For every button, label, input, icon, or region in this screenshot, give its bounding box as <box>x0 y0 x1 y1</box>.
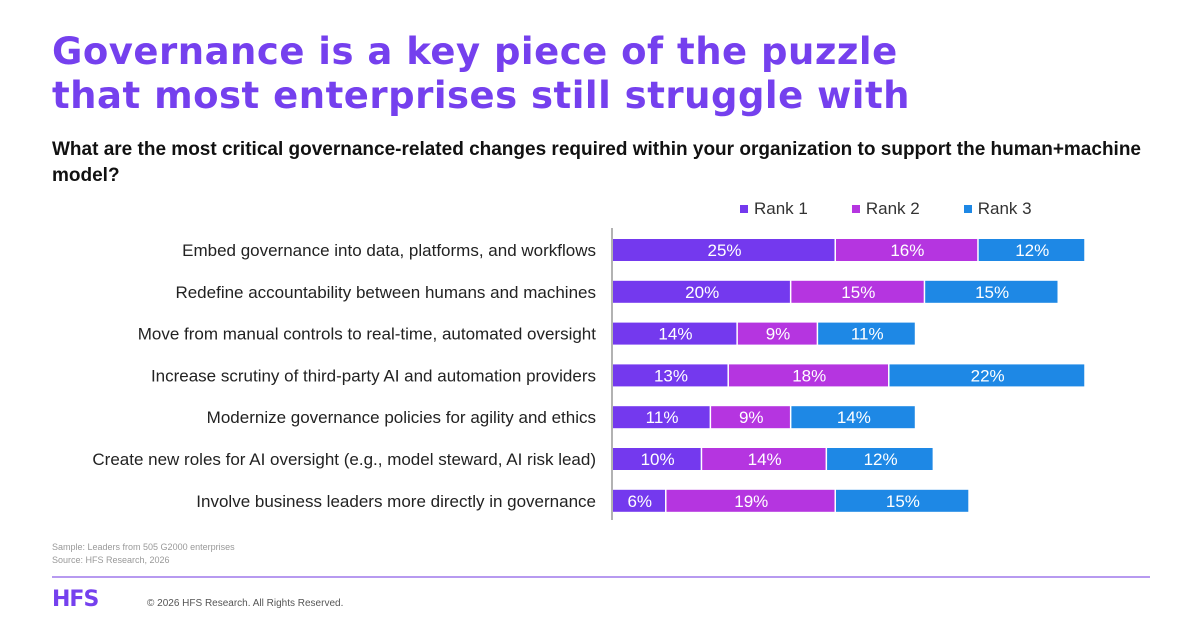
data-label: 9% <box>766 325 791 344</box>
data-label: 12% <box>1015 241 1049 260</box>
data-label: 15% <box>886 492 920 511</box>
data-label: 22% <box>971 366 1005 385</box>
bar-segment-rank-3 <box>827 448 933 470</box>
bar-segment-rank-1 <box>613 239 835 261</box>
bar-segment-rank-3 <box>836 489 969 512</box>
category-label: Create new roles for AI oversight (e.g.,… <box>92 450 596 469</box>
legend-swatch-rank-2 <box>851 205 860 213</box>
legend-swatch-rank-1 <box>740 205 748 213</box>
sample-note: Sample: Leaders from 505 G2000 enterpris… <box>52 542 235 552</box>
legend-item-rank-2: Rank 2 <box>851 199 920 219</box>
title-line-2: that most enterprises still struggle wit… <box>52 74 910 117</box>
category-label: Involve business leaders more directly i… <box>196 492 596 511</box>
bar-segment-rank-2 <box>711 406 790 429</box>
bar-segment-rank-2 <box>728 364 889 387</box>
data-label: 11% <box>646 408 679 427</box>
source-note: Source: HFS Research, 2026 <box>52 555 170 565</box>
bar-segment-rank-3 <box>889 364 1085 387</box>
category-label: Increase scrutiny of third-party AI and … <box>151 366 596 385</box>
bar-segment-rank-3 <box>818 322 915 345</box>
bar-segment-rank-2 <box>737 322 817 345</box>
category-label: Embed governance into data, platforms, a… <box>182 241 596 260</box>
legend-label-rank-3: Rank 3 <box>977 199 1032 218</box>
data-label: 16% <box>890 241 924 260</box>
chart-question: What are the most critical governance-re… <box>52 139 1142 186</box>
legend-label-rank-2: Rank 2 <box>865 199 920 218</box>
copyright-text: © 2026 HFS Research. All Rights Reserved… <box>147 598 344 609</box>
data-label: 18% <box>792 366 826 385</box>
stacked-bar-chart: Embed governance into data, platforms, a… <box>92 228 1085 520</box>
bar-segment-rank-1 <box>613 448 701 470</box>
data-label: 15% <box>841 283 875 302</box>
legend-swatch-rank-3 <box>963 205 972 213</box>
category-label: Redefine accountability between humans a… <box>175 283 596 302</box>
bar-segment-rank-2 <box>702 448 826 470</box>
data-label: 13% <box>654 366 688 385</box>
legend-item-rank-1: Rank 1 <box>740 199 808 219</box>
bar-segment-rank-3 <box>978 239 1085 261</box>
bar-segment-rank-1 <box>613 406 710 429</box>
data-label: 25% <box>707 241 741 260</box>
category-label: Modernize governance policies for agilit… <box>207 408 596 427</box>
bar-segment-rank-1 <box>613 322 737 345</box>
hfs-logo: HFS <box>52 587 99 612</box>
data-label: 14% <box>837 408 871 427</box>
data-label: 12% <box>864 450 898 469</box>
data-label: 14% <box>658 325 692 344</box>
bar-segment-rank-1 <box>613 364 728 387</box>
bar-segment-rank-1 <box>613 489 666 512</box>
bar-segment-rank-2 <box>791 280 924 303</box>
legend-item-rank-3: Rank 3 <box>963 199 1032 219</box>
data-label: 15% <box>975 283 1009 302</box>
page-title: Governance is a key piece of the puzzle … <box>52 30 1172 118</box>
bar-segment-rank-2 <box>836 239 978 261</box>
footer-divider <box>52 576 1150 578</box>
data-label: 9% <box>739 408 764 427</box>
bar-segment-rank-1 <box>613 280 790 303</box>
data-label: 20% <box>685 283 719 302</box>
bar-segment-rank-2 <box>666 489 835 512</box>
data-label: 19% <box>734 492 768 511</box>
data-label: 6% <box>627 492 652 511</box>
category-label: Move from manual controls to real-time, … <box>138 325 597 344</box>
bar-segment-rank-3 <box>925 280 1058 303</box>
bar-segment-rank-3 <box>791 406 915 429</box>
title-line-1: Governance is a key piece of the puzzle <box>52 30 898 73</box>
legend-label-rank-1: Rank 1 <box>754 199 808 218</box>
data-label: 14% <box>748 450 782 469</box>
data-label: 11% <box>851 325 884 344</box>
data-label: 10% <box>641 450 675 469</box>
chart-legend: Rank 1 Rank 2 Rank 3 <box>740 199 1076 219</box>
